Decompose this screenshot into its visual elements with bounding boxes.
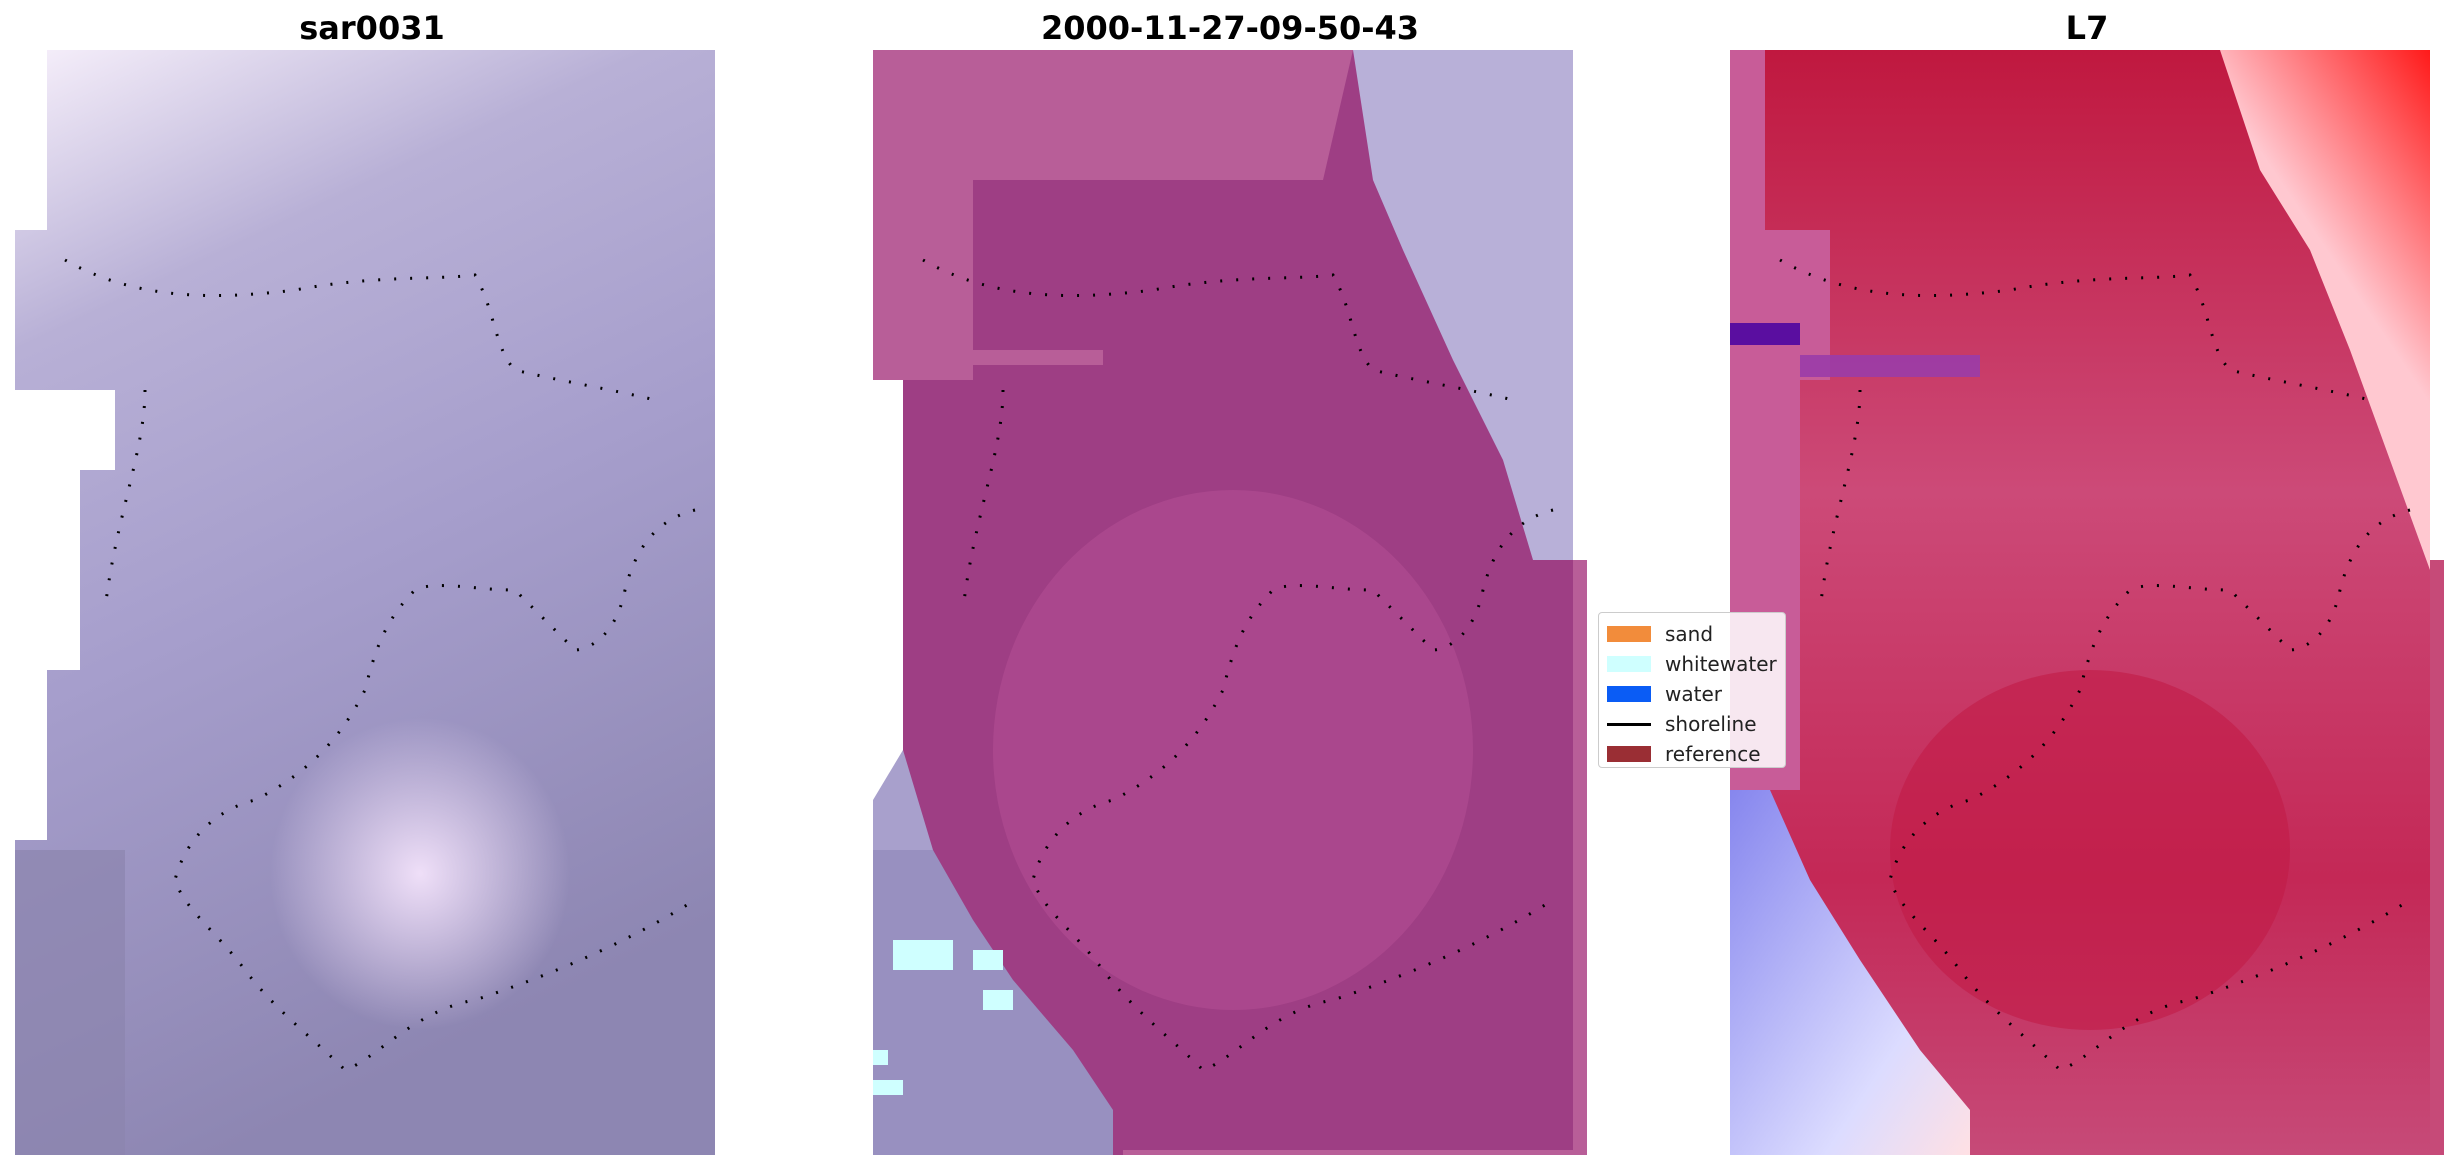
legend-item-shoreline: shoreline bbox=[1607, 709, 1785, 739]
legend-label-sand: sand bbox=[1665, 622, 1714, 646]
sar-image bbox=[15, 50, 715, 1155]
legend-swatch-reference bbox=[1607, 746, 1651, 762]
l7-image bbox=[1730, 50, 2444, 1155]
legend: sand whitewater water shoreline referenc… bbox=[1598, 612, 1786, 768]
legend-swatch-whitewater bbox=[1607, 656, 1651, 672]
panel-title-sar0031: sar0031 bbox=[299, 9, 445, 47]
panel-title-l7: L7 bbox=[2065, 9, 2109, 47]
legend-label-shoreline: shoreline bbox=[1665, 712, 1757, 736]
legend-label-reference: reference bbox=[1665, 742, 1761, 766]
panel-classification bbox=[873, 50, 1587, 1155]
panel-sar0031 bbox=[15, 50, 715, 1155]
legend-label-water: water bbox=[1665, 682, 1722, 706]
legend-swatch-shoreline bbox=[1607, 722, 1651, 726]
legend-swatch-sand bbox=[1607, 626, 1651, 642]
legend-swatch-water bbox=[1607, 686, 1651, 702]
classification-image bbox=[873, 50, 1587, 1155]
panel-l7 bbox=[1730, 50, 2444, 1155]
legend-item-water: water bbox=[1607, 679, 1785, 709]
legend-item-whitewater: whitewater bbox=[1607, 649, 1785, 679]
legend-label-whitewater: whitewater bbox=[1665, 652, 1777, 676]
legend-item-reference: reference bbox=[1607, 739, 1785, 769]
legend-item-sand: sand bbox=[1607, 619, 1785, 649]
panel-title-date: 2000-11-27-09-50-43 bbox=[1040, 9, 1420, 47]
